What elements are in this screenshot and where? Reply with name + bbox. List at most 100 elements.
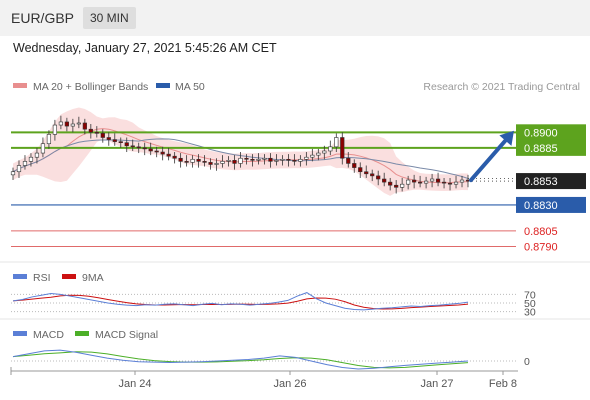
candle-body: [52, 124, 58, 135]
candle-body: [244, 157, 249, 160]
candle-body: [286, 158, 291, 161]
macd-signal-legend-label: MACD Signal: [95, 329, 158, 341]
candle-body: [370, 173, 375, 177]
candle-body: [34, 152, 40, 158]
x-tick-label: Jan 27: [420, 378, 453, 390]
candle-body: [58, 121, 63, 126]
candle-body: [124, 142, 129, 147]
rsi-legend-swatch: [13, 274, 27, 279]
macd-legend-label: MACD: [33, 329, 64, 341]
candle-body: [262, 157, 267, 160]
candle-body: [112, 139, 117, 142]
candle-body: [268, 157, 273, 162]
forecast: [469, 130, 514, 183]
candle-body: [148, 148, 153, 152]
candle-body: [364, 171, 369, 175]
candle-body: [196, 158, 201, 162]
support-label: 0.8790: [524, 241, 558, 253]
x-axis: Jan 24 Jan 26 Jan 27 Feb 8: [10, 367, 517, 390]
resistance-label-box: [516, 139, 586, 156]
candle-body: [316, 152, 321, 156]
candle-body: [447, 182, 453, 185]
candle-body: [10, 171, 16, 176]
x-tick-label: Feb 8: [489, 378, 517, 390]
candle-body: [280, 158, 285, 161]
resistance-label: 0.8885: [524, 143, 558, 155]
candle-body: [346, 157, 351, 164]
resistance-label: 0.8900: [524, 127, 558, 139]
candle-body: [298, 158, 303, 162]
pivot-label-box: [516, 196, 586, 213]
timeframe-badge[interactable]: 30 MIN: [83, 7, 136, 29]
candle-body: [160, 151, 165, 155]
macd-signal-legend-swatch: [75, 331, 89, 336]
candle-body: [172, 155, 177, 159]
rsi-line: [12, 292, 469, 311]
candle-body: [94, 132, 99, 134]
candle-body: [340, 137, 345, 159]
candle-body: [453, 181, 459, 185]
candle-body: [250, 158, 255, 161]
copyright-text: Research © 2021 Trading Central: [423, 81, 580, 93]
level-labels: 0.8900 0.8885 0.8853 0.8830 0.8805 0.8790: [516, 124, 586, 253]
candle-body: [412, 179, 417, 183]
candle-body: [429, 178, 435, 182]
candle-body: [459, 179, 465, 183]
rsi-ma-legend-swatch: [62, 274, 76, 279]
candle-body: [100, 133, 105, 138]
x-tick-label: Jan 26: [273, 378, 306, 390]
macd-panel: 0: [11, 349, 530, 370]
candle-body: [28, 156, 34, 162]
candle-body: [435, 178, 441, 183]
instrument-pair: EUR/GBP: [11, 10, 75, 26]
bollinger-bands: [13, 107, 468, 196]
x-tick-label: Jan 24: [118, 378, 151, 390]
candle-body: [70, 123, 75, 127]
ma20-legend-swatch: [13, 83, 27, 88]
candle-body: [394, 184, 399, 188]
rsi-legend-label: RSI: [33, 272, 51, 284]
candle-body: [106, 137, 111, 140]
current-price-label: 0.8853: [524, 176, 558, 188]
candle-body: [382, 178, 387, 183]
candle-body: [406, 179, 411, 185]
candle-body: [214, 163, 219, 165]
rsi-level-label: 50: [524, 298, 536, 310]
candle-body: [220, 161, 225, 164]
candle-body: [208, 162, 213, 165]
candle-body: [40, 143, 46, 154]
support-label: 0.8805: [524, 226, 558, 238]
ma50-legend-swatch: [156, 83, 170, 88]
candle-body: [238, 157, 243, 164]
candle-body: [310, 154, 315, 158]
forecast-arrow-head: [499, 130, 514, 146]
candle-body: [166, 153, 171, 157]
macd-legend-swatch: [13, 331, 27, 336]
chart-datetime: Wednesday, January 27, 2021 5:45:26 AM C…: [13, 41, 277, 55]
candle-body: [376, 175, 381, 180]
candle-body: [334, 137, 339, 148]
candle-body: [423, 180, 429, 184]
candle-body: [328, 146, 333, 152]
candle-body: [178, 157, 183, 162]
candle-body: [322, 150, 327, 154]
candle-body: [76, 122, 81, 125]
rsi-ma-legend-label: 9MA: [82, 272, 104, 284]
rsi-level-label: 70: [524, 289, 536, 301]
resistance-label-box: [516, 124, 586, 141]
candle-body: [304, 156, 309, 160]
candle-body: [400, 183, 405, 188]
rsi-level-label: 30: [524, 307, 536, 319]
current-price-box: [516, 173, 586, 190]
candle-body: [232, 160, 237, 164]
candle-body: [82, 122, 87, 130]
candle-body: [292, 160, 297, 162]
candle-body: [64, 121, 69, 127]
candle-body: [202, 161, 207, 163]
header-bar: EUR/GBP 30 MIN: [0, 0, 590, 36]
candle-body: [418, 181, 423, 184]
candle-body: [130, 145, 135, 148]
candle-body: [274, 160, 279, 162]
pivot-label: 0.8830: [524, 200, 558, 212]
